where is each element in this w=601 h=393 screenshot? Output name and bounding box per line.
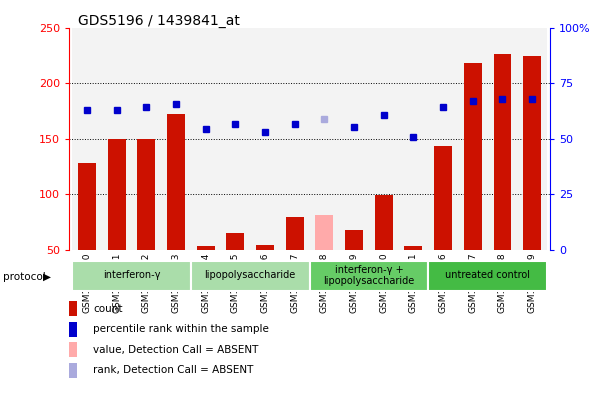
Text: interferon-γ +
lipopolysaccharide: interferon-γ + lipopolysaccharide [323, 264, 415, 286]
Bar [458, 28, 487, 250]
Text: protocol: protocol [3, 272, 46, 282]
Bar [310, 261, 429, 291]
Bar [197, 246, 215, 250]
Bar [398, 28, 429, 250]
Bar [72, 261, 191, 291]
Bar [191, 28, 221, 250]
Bar [369, 28, 398, 250]
Bar [464, 63, 481, 250]
Text: untreated control: untreated control [445, 270, 530, 281]
Bar [345, 230, 363, 250]
Text: value, Detection Call = ABSENT: value, Detection Call = ABSENT [93, 345, 258, 355]
Bar [138, 139, 155, 250]
Bar [429, 28, 458, 250]
Bar [285, 217, 304, 250]
Bar [78, 163, 96, 250]
Bar [132, 28, 161, 250]
Bar [167, 114, 185, 250]
Bar [221, 28, 250, 250]
Bar [161, 28, 191, 250]
Bar [375, 195, 392, 250]
Bar [517, 28, 547, 250]
Text: count: count [93, 304, 123, 314]
Bar [487, 28, 517, 250]
Bar [404, 246, 423, 250]
Bar [280, 28, 310, 250]
Text: ▶: ▶ [43, 272, 51, 282]
Bar [493, 54, 511, 250]
Bar [256, 245, 274, 250]
Bar [523, 56, 541, 250]
Bar [191, 261, 310, 291]
Text: percentile rank within the sample: percentile rank within the sample [93, 324, 269, 334]
Bar [316, 215, 334, 250]
Bar [72, 28, 102, 250]
Bar [227, 233, 244, 250]
Text: interferon-γ: interferon-γ [103, 270, 160, 281]
Bar [250, 28, 280, 250]
Bar [429, 261, 547, 291]
Text: lipopolysaccharide: lipopolysaccharide [204, 270, 296, 281]
Bar [108, 139, 126, 250]
Text: GDS5196 / 1439841_at: GDS5196 / 1439841_at [78, 14, 240, 28]
Bar [339, 28, 369, 250]
Bar [102, 28, 132, 250]
Text: rank, Detection Call = ABSENT: rank, Detection Call = ABSENT [93, 365, 254, 375]
Bar [434, 146, 452, 250]
Bar [310, 28, 339, 250]
